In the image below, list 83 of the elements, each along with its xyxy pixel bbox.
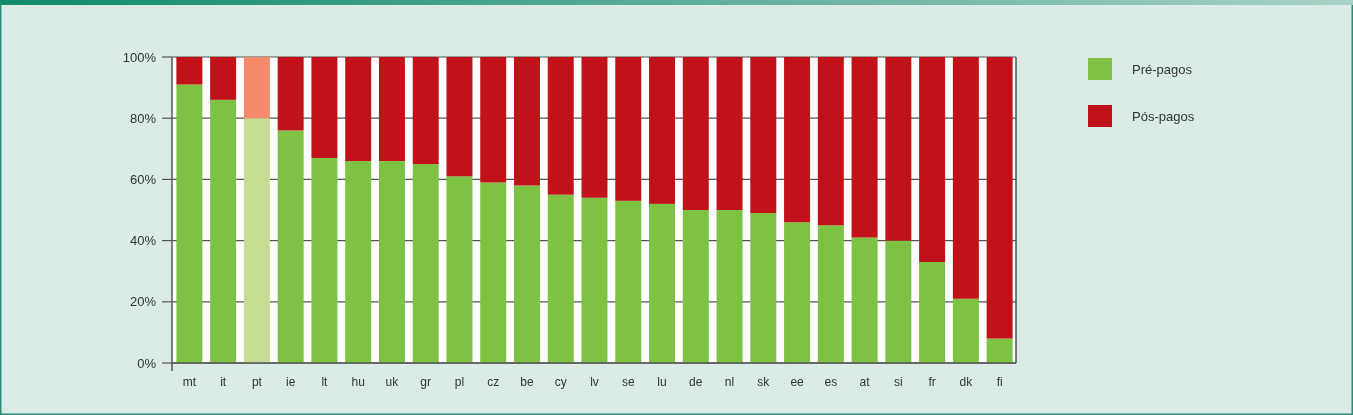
bar: [243, 57, 270, 119]
bar: [412, 57, 439, 165]
bar: [716, 57, 743, 210]
bar: [210, 99, 237, 363]
bar: [243, 118, 270, 363]
y-tick-label: 60%: [129, 171, 157, 187]
x-tick-label: ee: [790, 375, 805, 390]
bar: [851, 57, 878, 238]
bar: [817, 225, 844, 363]
bar: [378, 57, 405, 162]
bar: [176, 84, 203, 363]
x-tick-label: cy: [554, 375, 567, 390]
bar: [885, 240, 912, 363]
bar: [277, 57, 304, 131]
bar: [345, 161, 372, 363]
legend-label: Pré-pagos: [1132, 61, 1193, 77]
bar: [547, 57, 574, 195]
y-tick-label: 20%: [129, 294, 157, 310]
x-tick-label: gr: [420, 375, 432, 390]
x-tick-label: lv: [590, 375, 599, 390]
y-tick-label: 100%: [122, 49, 157, 65]
bar: [547, 194, 574, 363]
x-tick-label: se: [621, 375, 635, 390]
bar: [851, 237, 878, 363]
x-tick-label: hu: [351, 375, 365, 390]
x-tick-label: lt: [321, 375, 329, 390]
bar: [952, 57, 979, 299]
bar: [615, 57, 642, 201]
x-tick-label: ie: [285, 375, 296, 390]
bar: [513, 57, 540, 186]
x-tick-label: it: [220, 375, 227, 390]
bar: [919, 262, 946, 363]
bar: [919, 57, 946, 263]
bar: [412, 164, 439, 363]
x-tick-label: sk: [757, 375, 771, 390]
bar: [581, 197, 608, 363]
bar: [784, 222, 811, 363]
bar: [885, 57, 912, 241]
bar: [986, 338, 1013, 363]
bar: [210, 57, 237, 100]
bar: [649, 203, 676, 363]
bar: [581, 57, 608, 198]
x-tick-label: de: [689, 375, 703, 390]
x-tick-label: mt: [182, 375, 197, 390]
bar: [513, 185, 540, 363]
bar: [784, 57, 811, 223]
x-tick-label: dk: [959, 375, 974, 390]
x-tick-label: es: [824, 375, 838, 390]
x-tick-label: uk: [385, 375, 400, 390]
bar: [311, 57, 338, 158]
bar: [446, 57, 473, 177]
y-tick-label: 80%: [129, 110, 157, 126]
bar: [750, 213, 777, 363]
bar: [682, 210, 709, 363]
legend-label: Pós-pagos: [1132, 108, 1195, 124]
bar: [682, 57, 709, 210]
x-tick-label: be: [520, 375, 534, 390]
y-tick-label: 0%: [137, 355, 157, 371]
bar: [345, 57, 372, 162]
bar: [817, 57, 844, 226]
bar: [277, 130, 304, 363]
bar: [446, 176, 473, 363]
bar: [649, 57, 676, 204]
bar: [480, 182, 507, 363]
x-tick-label: lu: [657, 375, 667, 390]
x-tick-label: pt: [251, 375, 263, 390]
x-tick-label: fr: [928, 375, 936, 390]
bar: [750, 57, 777, 214]
bar: [480, 57, 507, 183]
bar: [986, 57, 1013, 339]
x-tick-label: fi: [996, 375, 1003, 390]
bar: [378, 161, 405, 363]
x-tick-label: cz: [487, 375, 500, 390]
bar: [176, 57, 203, 85]
x-tick-label: at: [859, 375, 871, 390]
bar: [311, 157, 338, 363]
bar: [716, 210, 743, 363]
bar: [615, 200, 642, 363]
x-tick-label: pl: [454, 375, 465, 390]
bar: [952, 298, 979, 363]
y-tick-label: 40%: [129, 233, 157, 249]
x-tick-label: nl: [724, 375, 735, 390]
x-tick-label: si: [894, 375, 903, 390]
